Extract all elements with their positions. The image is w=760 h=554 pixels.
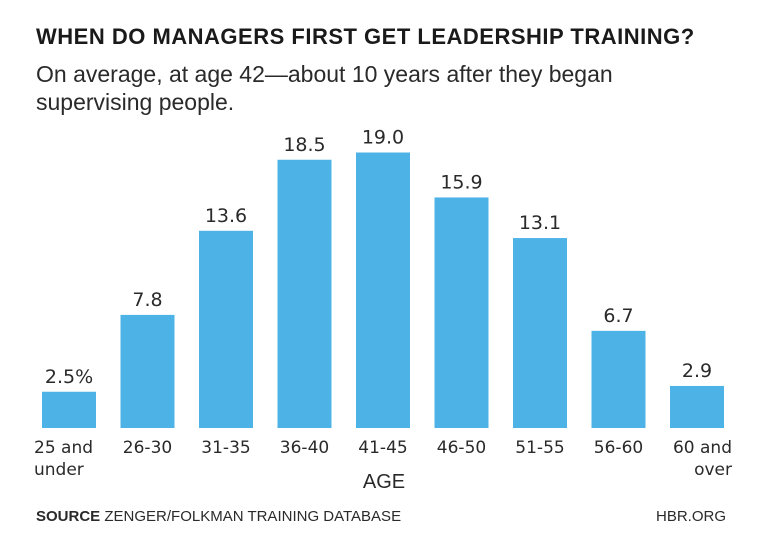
bar-5: [434, 197, 489, 428]
value-labels-group: 2.5% 7.8 13.6 18.5 19.0 15.9 13.1 6.7 2.9: [45, 127, 712, 388]
bar-3: [277, 159, 332, 428]
category-label-1: 26-30: [123, 438, 172, 458]
category-label-2: 31-35: [201, 438, 250, 458]
category-labels-group: 25 and under 26-30 31-35 36-40 41-45 46-50 51-5…: [34, 438, 732, 480]
source-text: ZENGER/FOLKMAN TRAINING DATABASE: [104, 508, 402, 525]
category-label-4: 41-45: [358, 438, 407, 458]
brand-link[interactable]: HBR.ORG: [655, 508, 726, 525]
value-label-8: 2.9: [682, 360, 712, 382]
bar-0: [42, 391, 96, 428]
bar-2: [199, 230, 253, 428]
category-label-8: 60 and over: [673, 438, 732, 480]
bars-group: [42, 152, 724, 428]
bar-8: [670, 385, 724, 428]
chart-title: WHEN DO MANAGERS FIRST GET LEADERSHIP TR…: [36, 24, 695, 49]
value-label-1: 7.8: [132, 289, 162, 311]
category-label-3: 36-40: [280, 438, 329, 458]
value-label-4: 19.0: [362, 127, 404, 149]
category-label-6: 51-55: [515, 438, 564, 458]
value-label-3: 18.5: [283, 134, 325, 156]
x-axis-label: AGE: [363, 471, 405, 493]
bar-1: [120, 314, 175, 428]
value-label-2: 13.6: [205, 205, 247, 227]
category-label-0: 25 and under: [34, 438, 93, 480]
value-label-5: 15.9: [440, 171, 482, 193]
footer: SOURCE ZENGER/FOLKMAN TRAINING DATABASE …: [36, 508, 726, 525]
value-label-6: 13.1: [519, 212, 561, 234]
bar-7: [591, 330, 646, 428]
value-label-7: 6.7: [603, 305, 633, 327]
bar-4: [356, 152, 410, 428]
value-label-0: 2.5%: [45, 366, 93, 388]
category-label-7: 56-60: [594, 438, 643, 458]
chart-subtitle: On average, at age 42—about 10 years aft…: [36, 61, 613, 115]
source-label: SOURCE: [36, 508, 101, 525]
category-label-5: 46-50: [437, 438, 486, 458]
bar-6: [513, 238, 567, 428]
